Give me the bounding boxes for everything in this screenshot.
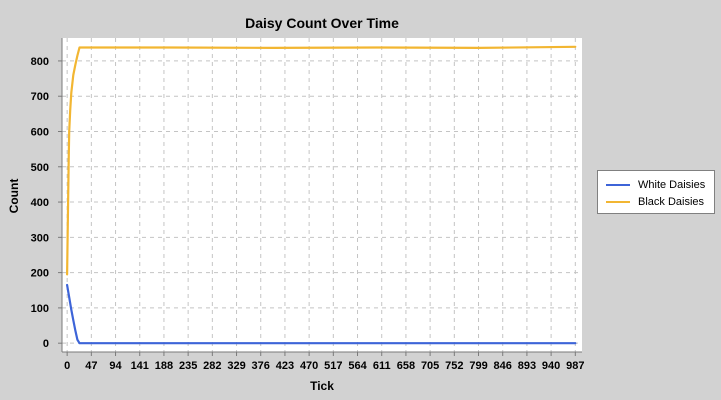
y-tick-label: 800 xyxy=(31,56,49,68)
x-tick-label: 846 xyxy=(494,360,512,372)
x-tick-label: 94 xyxy=(109,360,122,372)
x-axis-ticks: 0 47 94 141 188 235 282 329 376 423 470 517 564 611 65… xyxy=(64,352,584,372)
y-tick-label: 700 xyxy=(31,91,49,103)
chart-title: Daisy Count Over Time xyxy=(245,15,399,31)
x-tick-label: 423 xyxy=(276,360,294,372)
x-tick-label: 141 xyxy=(131,360,149,372)
x-tick-label: 893 xyxy=(518,360,536,372)
x-tick-label: 282 xyxy=(203,360,221,372)
x-tick-label: 987 xyxy=(566,360,584,372)
x-tick-label: 799 xyxy=(469,360,487,372)
x-tick-label: 188 xyxy=(155,360,173,372)
x-tick-label: 940 xyxy=(542,360,560,372)
y-tick-label: 200 xyxy=(31,268,49,280)
x-tick-label: 752 xyxy=(445,360,463,372)
y-tick-label: 500 xyxy=(31,162,49,174)
x-tick-label: 329 xyxy=(227,360,245,372)
legend-label-black-daisies: Black Daisies xyxy=(638,195,705,208)
y-tick-label: 400 xyxy=(31,197,49,209)
x-tick-label: 0 xyxy=(64,360,70,372)
x-tick-label: 658 xyxy=(397,360,415,372)
series-line-black-daisies xyxy=(65,45,577,276)
x-tick-label: 470 xyxy=(300,360,318,372)
x-tick-label: 235 xyxy=(179,360,197,372)
x-tick-label: 564 xyxy=(348,360,367,372)
y-tick-label: 600 xyxy=(31,126,49,138)
plot-area xyxy=(62,38,582,352)
legend-swatch-white-daisies xyxy=(606,183,630,186)
x-tick-label: 47 xyxy=(85,360,97,372)
legend-item-black-daisies: Black Daisies xyxy=(598,193,714,210)
x-tick-label: 517 xyxy=(324,360,342,372)
y-axis-ticks: 0 100 200 300 400 500 600 700 800 xyxy=(31,56,62,350)
x-tick-label: 376 xyxy=(252,360,270,372)
x-axis-label: Tick xyxy=(310,379,334,393)
legend-item-white-daisies: White Daisies xyxy=(598,176,714,193)
y-tick-label: 0 xyxy=(43,338,49,350)
y-tick-label: 300 xyxy=(31,232,49,244)
series-lines xyxy=(65,45,577,345)
legend: White Daisies Black Daisies xyxy=(597,170,715,214)
y-axis-label: Count xyxy=(7,179,21,214)
x-tick-label: 611 xyxy=(373,360,391,372)
legend-label-white-daisies: White Daisies xyxy=(638,178,706,191)
series-line-white-daisies xyxy=(65,283,577,345)
x-tick-label: 705 xyxy=(421,360,439,372)
y-tick-label: 100 xyxy=(31,303,49,315)
legend-swatch-black-daisies xyxy=(606,200,630,203)
